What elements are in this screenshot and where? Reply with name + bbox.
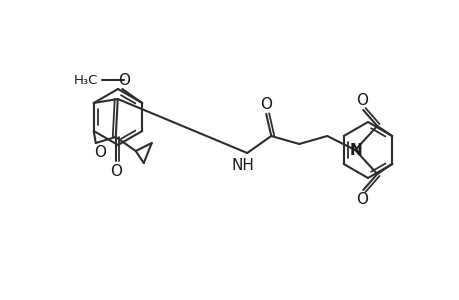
Text: O: O bbox=[94, 145, 106, 160]
Text: O: O bbox=[110, 164, 122, 178]
Text: N: N bbox=[349, 142, 362, 158]
Text: NH: NH bbox=[231, 158, 254, 172]
Text: O: O bbox=[355, 92, 368, 107]
Text: O: O bbox=[118, 73, 130, 88]
Text: O: O bbox=[260, 97, 272, 112]
Text: H₃C: H₃C bbox=[74, 74, 98, 86]
Text: O: O bbox=[355, 193, 368, 208]
